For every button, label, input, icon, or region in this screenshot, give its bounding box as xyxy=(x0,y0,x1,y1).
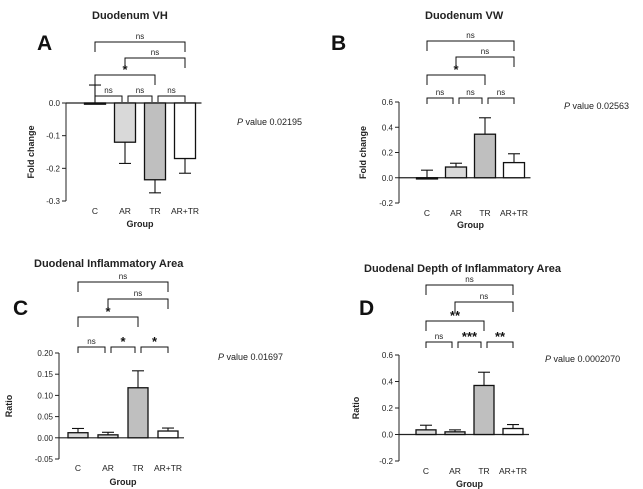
significance-label: ns xyxy=(465,275,473,284)
bar xyxy=(474,385,494,434)
significance-label: ns xyxy=(480,292,488,301)
y-tick-label: 0.0 xyxy=(382,431,394,440)
x-tick-label: C xyxy=(423,466,429,476)
x-axis-label: Group xyxy=(456,479,483,489)
y-tick-label: 0.4 xyxy=(382,378,394,387)
significance-bracket xyxy=(426,342,452,348)
significance-label: ** xyxy=(450,308,461,323)
x-tick-label: TR xyxy=(478,466,489,476)
x-tick-label: AR+TR xyxy=(499,466,527,476)
bar xyxy=(445,432,465,435)
significance-label: ** xyxy=(495,329,506,344)
y-tick-label: 0.2 xyxy=(382,404,394,413)
bar xyxy=(416,430,436,435)
y-tick-label: -0.2 xyxy=(379,457,393,466)
y-tick-label: 0.6 xyxy=(382,351,394,360)
significance-label: ns xyxy=(435,332,443,341)
y-axis-label: Ratio xyxy=(351,396,361,419)
bar xyxy=(503,429,523,435)
significance-label: *** xyxy=(462,329,478,344)
significance-bracket xyxy=(455,302,513,312)
significance-bracket xyxy=(426,285,513,295)
x-tick-label: AR xyxy=(449,466,461,476)
